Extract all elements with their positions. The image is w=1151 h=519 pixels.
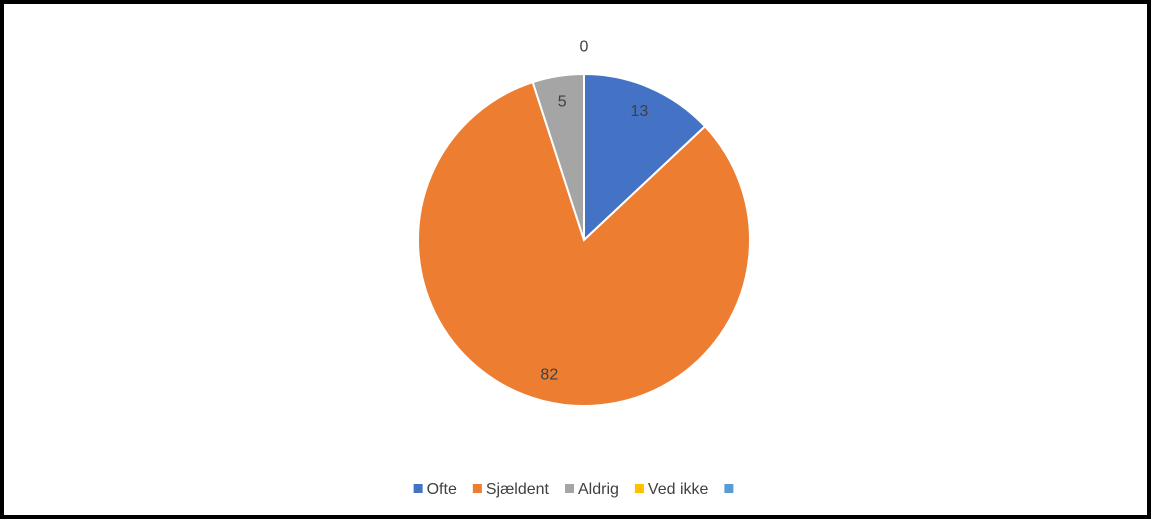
legend-label: Ved ikke <box>648 481 709 498</box>
legend-swatch <box>413 484 423 493</box>
legend-label: Ofte <box>427 481 457 498</box>
data-label: 0 <box>580 39 589 56</box>
legend-swatch <box>724 484 734 493</box>
legend-swatch <box>565 484 574 493</box>
pie-slice <box>417 80 751 407</box>
legend-swatch <box>634 484 644 493</box>
legend-label: Sjældent <box>486 481 550 498</box>
data-label: 13 <box>630 103 648 120</box>
legend-swatch <box>472 484 482 493</box>
data-label: 82 <box>540 366 558 383</box>
pie-slice <box>531 72 585 241</box>
legend-label: Aldrig <box>578 481 619 498</box>
data-label: 5 <box>558 93 567 110</box>
pie-slice <box>583 72 707 243</box>
